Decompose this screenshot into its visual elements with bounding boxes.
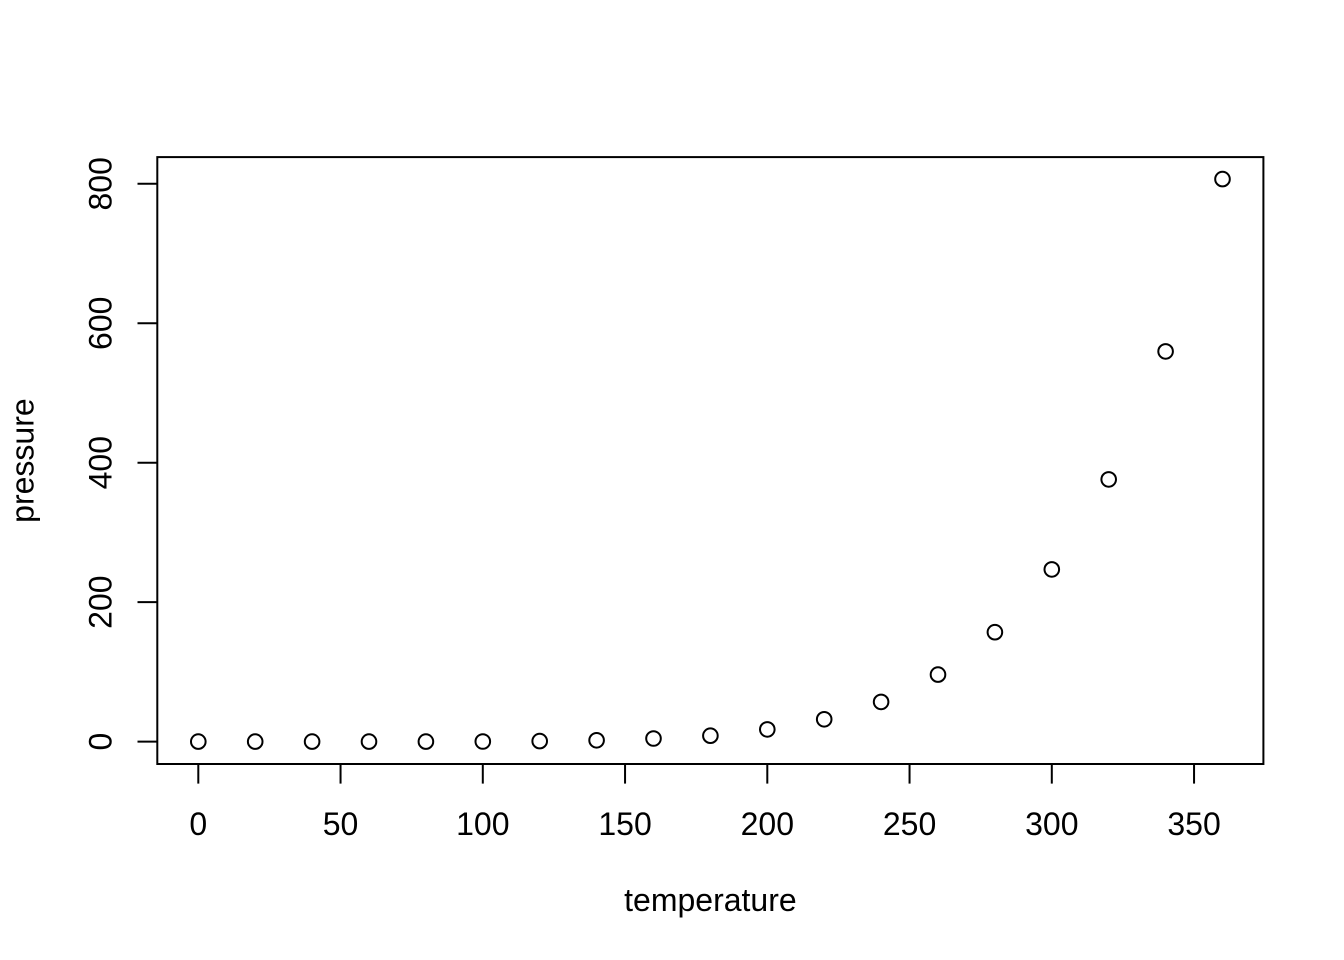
svg-text:600: 600 <box>83 297 119 350</box>
svg-text:200: 200 <box>741 806 794 842</box>
svg-text:0: 0 <box>189 806 207 842</box>
svg-text:150: 150 <box>598 806 651 842</box>
svg-text:temperature: temperature <box>624 882 797 918</box>
svg-text:800: 800 <box>83 157 119 210</box>
svg-text:250: 250 <box>883 806 936 842</box>
svg-text:350: 350 <box>1167 806 1220 842</box>
svg-text:200: 200 <box>83 575 119 628</box>
svg-text:400: 400 <box>83 436 119 489</box>
svg-text:100: 100 <box>456 806 509 842</box>
svg-text:pressure: pressure <box>5 398 41 522</box>
svg-text:50: 50 <box>323 806 359 842</box>
svg-text:300: 300 <box>1025 806 1078 842</box>
svg-text:0: 0 <box>83 733 119 751</box>
